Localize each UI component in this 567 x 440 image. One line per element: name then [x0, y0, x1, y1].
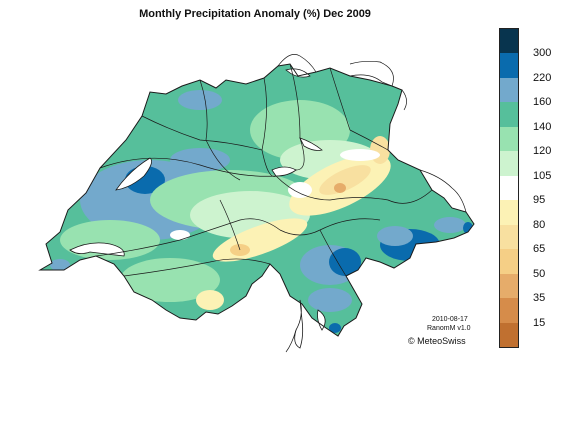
lake-zurich [299, 137, 323, 151]
legend-tick-label: 105 [533, 169, 552, 182]
map-title: Monthly Precipitation Anomaly (%) Dec 20… [139, 8, 371, 20]
legend-tick-label: 120 [533, 145, 552, 158]
legend-swatch [500, 53, 518, 79]
lake-maggiore [294, 299, 304, 349]
legend-swatch [500, 175, 518, 201]
production-date: 2010-08-17 [432, 316, 468, 323]
legend-tick-label: 95 [533, 194, 546, 207]
legend-tick-label: 80 [533, 218, 546, 231]
color-legend [499, 28, 519, 348]
lake-lugano [317, 309, 326, 331]
legend-swatch [500, 126, 518, 152]
lake-neuchatel [115, 157, 152, 191]
legend-swatch [500, 29, 518, 54]
legend-tick-label: 300 [533, 47, 552, 60]
legend-tick-label: 65 [533, 243, 546, 256]
legend-swatch [500, 77, 518, 103]
switzerland-outline [38, 63, 475, 337]
legend-tick-label: 220 [533, 71, 552, 84]
legend-swatch [500, 151, 518, 177]
legend-tick-label: 160 [533, 96, 552, 109]
product-version: RanomM v1.0 [427, 325, 471, 332]
legend-tick-label: 35 [533, 292, 546, 305]
legend-swatch [500, 200, 518, 226]
lake-lucerne [271, 166, 297, 177]
legend-tick-label: 50 [533, 267, 546, 280]
canton-borders [95, 63, 433, 277]
legend-swatch [500, 249, 518, 275]
legend-tick-label: 140 [533, 120, 552, 133]
legend-swatch [500, 102, 518, 128]
legend-swatch [500, 298, 518, 324]
legend-swatch [500, 322, 518, 348]
legend-tick-label: 15 [533, 316, 546, 329]
copyright-label: © MeteoSwiss [408, 336, 466, 346]
lake-geneva [69, 242, 125, 257]
legend-swatch [500, 273, 518, 299]
legend-swatch [500, 224, 518, 250]
